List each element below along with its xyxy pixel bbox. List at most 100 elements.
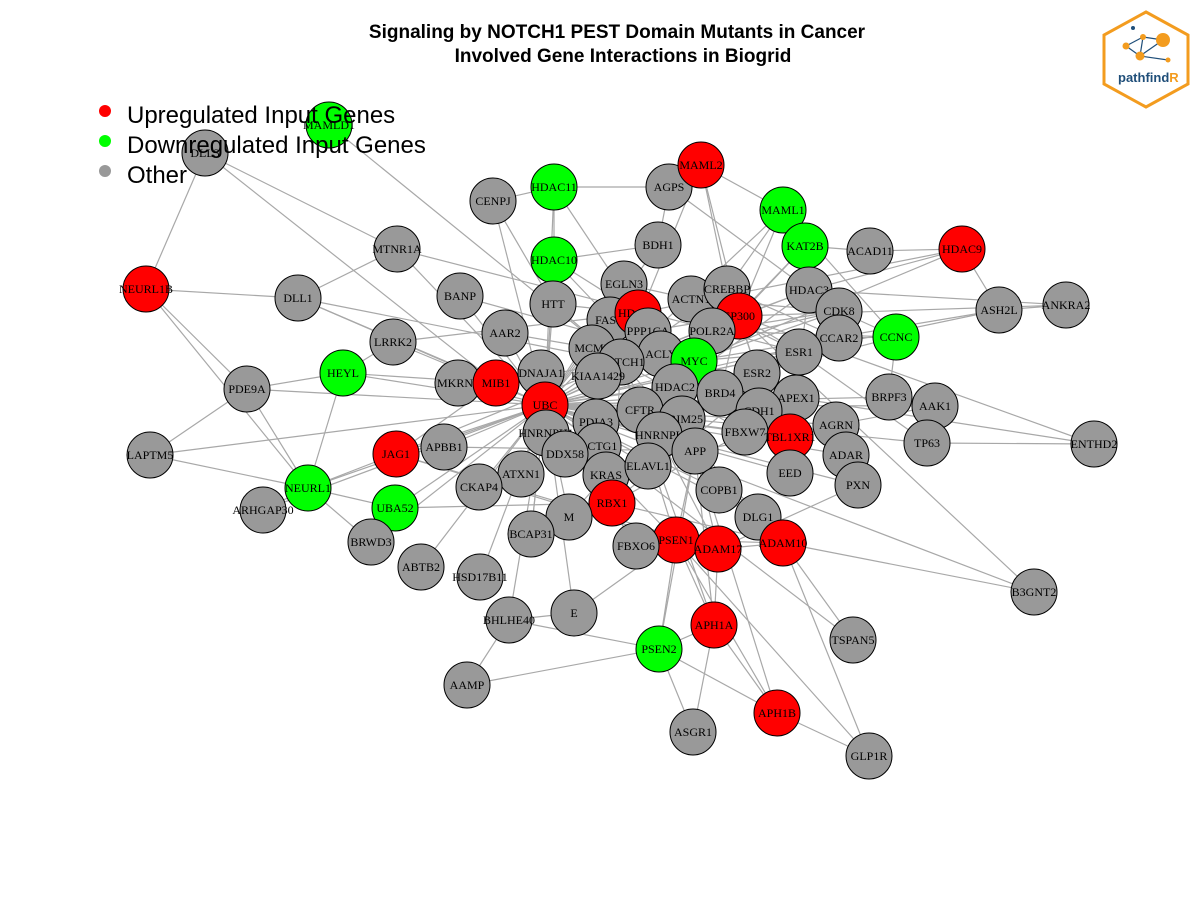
node-maml2[interactable]: MAML2 xyxy=(677,141,725,189)
node-atxn1[interactable]: ATXN1 xyxy=(497,450,545,498)
node-kat2b[interactable]: KAT2B xyxy=(781,222,829,270)
node-circle[interactable] xyxy=(529,280,577,328)
node-circle[interactable] xyxy=(239,486,287,534)
node-circle[interactable] xyxy=(834,461,882,509)
node-uba52[interactable]: UBA52 xyxy=(371,484,419,532)
node-circle[interactable] xyxy=(507,510,555,558)
node-circle[interactable] xyxy=(695,466,743,514)
node-neurl1[interactable]: NEURL1 xyxy=(284,464,332,512)
node-apex1[interactable]: APEX1 xyxy=(772,374,820,422)
node-circle[interactable] xyxy=(126,431,174,479)
node-adam17[interactable]: ADAM17 xyxy=(694,525,743,573)
node-esr2[interactable]: ESR2 xyxy=(733,349,781,397)
node-acad11[interactable]: ACAD11 xyxy=(846,227,894,275)
node-circle[interactable] xyxy=(373,225,421,273)
node-circle[interactable] xyxy=(397,543,445,591)
node-app[interactable]: APP xyxy=(671,427,719,475)
node-circle[interactable] xyxy=(612,522,660,570)
node-asgr1[interactable]: ASGR1 xyxy=(669,708,717,756)
node-circle[interactable] xyxy=(766,449,814,497)
node-tbl1xr1[interactable]: TBL1XR1 xyxy=(764,413,816,461)
node-circle[interactable] xyxy=(1010,568,1058,616)
node-circle[interactable] xyxy=(635,625,683,673)
node-brd4[interactable]: BRD4 xyxy=(696,369,744,417)
node-circle[interactable] xyxy=(274,274,322,322)
node-circle[interactable] xyxy=(829,616,877,664)
node-aph1b[interactable]: APH1B xyxy=(753,689,801,737)
node-circle[interactable] xyxy=(485,596,533,644)
node-circle[interactable] xyxy=(436,272,484,320)
node-ckap4[interactable]: CKAP4 xyxy=(455,463,503,511)
node-b3gnt2[interactable]: B3GNT2 xyxy=(1010,568,1058,616)
node-aar2[interactable]: AAR2 xyxy=(481,309,529,357)
node-circle[interactable] xyxy=(347,518,395,566)
node-circle[interactable] xyxy=(759,186,807,234)
node-mtnr1a[interactable]: MTNR1A xyxy=(372,225,422,273)
node-tp63[interactable]: TP63 xyxy=(903,419,951,467)
node-abtb2[interactable]: ABTB2 xyxy=(397,543,445,591)
node-circle[interactable] xyxy=(845,732,893,780)
node-e[interactable]: E xyxy=(550,589,598,637)
node-brpf3[interactable]: BRPF3 xyxy=(865,373,913,421)
node-adam10[interactable]: ADAM10 xyxy=(759,519,808,567)
node-jag1[interactable]: JAG1 xyxy=(372,430,420,478)
node-circle[interactable] xyxy=(541,430,589,478)
node-circle[interactable] xyxy=(903,419,951,467)
node-circle[interactable] xyxy=(530,163,578,211)
node-ash2l[interactable]: ASH2L xyxy=(975,286,1023,334)
node-brwd3[interactable]: BRWD3 xyxy=(347,518,395,566)
node-dll3[interactable]: DLL3 xyxy=(181,129,229,177)
node-circle[interactable] xyxy=(472,359,520,407)
node-fbxw7[interactable]: FBXW7 xyxy=(721,408,769,456)
node-pde9a[interactable]: PDE9A xyxy=(223,365,271,413)
node-circle[interactable] xyxy=(677,141,725,189)
node-circle[interactable] xyxy=(305,101,353,149)
node-glp1r[interactable]: GLP1R xyxy=(845,732,893,780)
node-mkrn2[interactable]: MKRN2 xyxy=(434,359,482,407)
node-circle[interactable] xyxy=(1042,281,1090,329)
node-aph1a[interactable]: APH1A xyxy=(690,601,738,649)
node-ccnc[interactable]: CCNC xyxy=(872,313,920,361)
node-ankra2[interactable]: ANKRA2 xyxy=(1042,281,1091,329)
node-hdac9[interactable]: HDAC9 xyxy=(938,225,986,273)
node-tspan5[interactable]: TSPAN5 xyxy=(829,616,877,664)
node-apbb1[interactable]: APBB1 xyxy=(420,423,468,471)
node-circle[interactable] xyxy=(846,227,894,275)
node-circle[interactable] xyxy=(669,708,717,756)
node-htt[interactable]: HTT xyxy=(529,280,577,328)
node-circle[interactable] xyxy=(369,318,417,366)
node-banp[interactable]: BANP xyxy=(436,272,484,320)
node-ccar2[interactable]: CCAR2 xyxy=(815,314,863,362)
node-aamp[interactable]: AAMP xyxy=(443,661,491,709)
node-circle[interactable] xyxy=(319,349,367,397)
node-mamld1[interactable]: MAMLD1 xyxy=(303,101,355,149)
node-fbxo6[interactable]: FBXO6 xyxy=(612,522,660,570)
node-mib1[interactable]: MIB1 xyxy=(472,359,520,407)
node-hsd17b11[interactable]: HSD17B11 xyxy=(452,553,508,601)
node-circle[interactable] xyxy=(690,601,738,649)
node-circle[interactable] xyxy=(624,442,672,490)
node-circle[interactable] xyxy=(481,309,529,357)
node-hdac11[interactable]: HDAC11 xyxy=(530,163,578,211)
node-circle[interactable] xyxy=(759,519,807,567)
node-rbx1[interactable]: RBX1 xyxy=(588,479,636,527)
node-copb1[interactable]: COPB1 xyxy=(695,466,743,514)
node-circle[interactable] xyxy=(634,221,682,269)
node-psen1[interactable]: PSEN1 xyxy=(652,516,700,564)
node-bhlhe40[interactable]: BHLHE40 xyxy=(483,596,535,644)
node-circle[interactable] xyxy=(181,129,229,177)
node-circle[interactable] xyxy=(1070,420,1118,468)
node-arhgap30[interactable]: ARHGAP30 xyxy=(232,486,294,534)
node-kiaa1429[interactable]: KIAA1429 xyxy=(571,352,625,400)
node-circle[interactable] xyxy=(223,365,271,413)
node-lrrk2[interactable]: LRRK2 xyxy=(369,318,417,366)
node-circle[interactable] xyxy=(372,430,420,478)
node-heyl[interactable]: HEYL xyxy=(319,349,367,397)
node-dll1[interactable]: DLL1 xyxy=(274,274,322,322)
node-enthd2[interactable]: ENTHD2 xyxy=(1070,420,1118,468)
node-psen2[interactable]: PSEN2 xyxy=(635,625,683,673)
node-circle[interactable] xyxy=(443,661,491,709)
node-hdac10[interactable]: HDAC10 xyxy=(530,236,578,284)
node-cenpj[interactable]: CENPJ xyxy=(469,177,517,225)
node-circle[interactable] xyxy=(975,286,1023,334)
